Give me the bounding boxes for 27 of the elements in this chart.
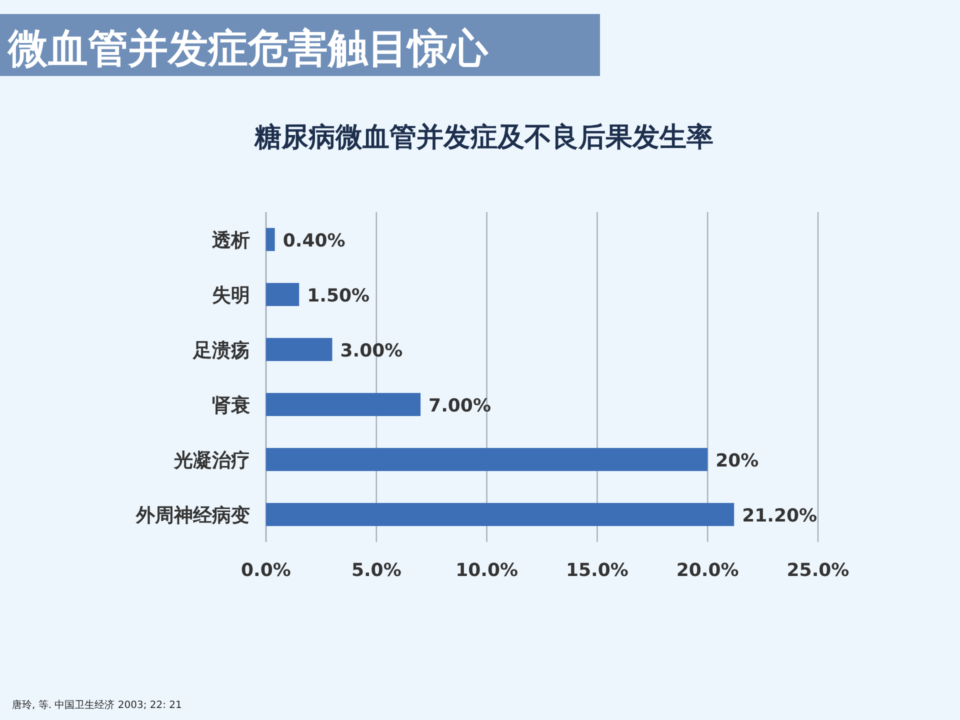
data-label: 1.50% bbox=[307, 286, 370, 306]
x-tick-label: 10.0% bbox=[456, 560, 518, 581]
bar bbox=[266, 392, 421, 416]
y-tick-label: 足溃疡 bbox=[192, 340, 250, 362]
data-label: 3.00% bbox=[340, 340, 403, 362]
data-label: 7.00% bbox=[428, 396, 492, 416]
x-tick-label: 5.0% bbox=[351, 560, 402, 581]
data-label: 20% bbox=[716, 450, 759, 472]
bar bbox=[266, 502, 734, 526]
chart-subtitle: 糖尿病微血管并发症及不良后果发生率 bbox=[254, 122, 714, 153]
y-tick-label: 肾衰 bbox=[212, 394, 250, 416]
chart-title: 微血管并发症危害触目惊心 bbox=[7, 25, 489, 72]
data-label: 21.20% bbox=[742, 506, 818, 526]
bar bbox=[266, 448, 708, 472]
x-tick-label: 25.0% bbox=[786, 560, 850, 581]
bar bbox=[266, 282, 300, 306]
text: 唐玲, 等. 中国卫生经济 2003; 22: 21 bbox=[12, 699, 182, 711]
x-tick-label: 0.0% bbox=[241, 560, 291, 581]
x-tick-label: 15.0% bbox=[566, 560, 628, 581]
y-tick-label: 光凝治疗 bbox=[173, 450, 250, 472]
y-tick-label: 透析 bbox=[211, 230, 250, 252]
y-tick-label: 外周神经病变 bbox=[135, 504, 250, 526]
x-tick-label: 20.0% bbox=[676, 560, 739, 581]
bar bbox=[266, 338, 332, 362]
y-tick-label: 失明 bbox=[212, 284, 250, 306]
bar bbox=[266, 228, 275, 252]
data-label: 0.40% bbox=[282, 230, 346, 252]
